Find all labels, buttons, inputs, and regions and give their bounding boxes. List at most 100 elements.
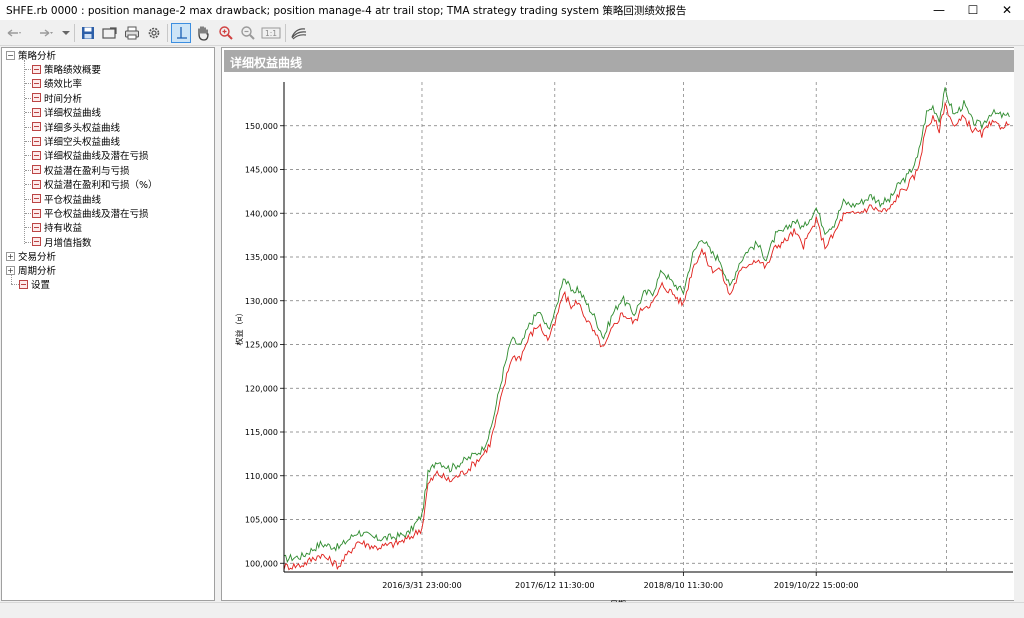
report-icon [32,93,41,103]
print-icon[interactable] [122,23,142,43]
tree-connector [11,274,12,284]
x-tick-label: 2019/10/22 15:00:00 [774,581,859,590]
tree-connector [11,284,19,285]
status-bar [0,602,1024,618]
chart-panel: 详细权益曲线 100,000 105,000 110,000 115,000 120,0… [221,47,1023,602]
x-axis-label: 日期 [610,600,626,602]
x-tick-label: 2017/6/12 11:30:00 [515,581,595,590]
crosshair-icon[interactable] [171,23,191,43]
plot-area [284,82,1013,572]
tree-item-3-label: 时间分析 [44,93,83,105]
vertical-scrollbar[interactable] [1014,47,1023,601]
toolbar-separator [167,24,168,42]
analysis-tree: − 策略分析策略绩效概要 绩效比率时间分析 详细权益曲线详细多头权益曲线 详细空头权益曲… [1,47,215,601]
tree-item-9-label: 权益潜在盈利和亏损（%） [44,180,158,192]
report-icon [32,179,41,189]
tree-connector [25,184,33,186]
tree-item-13-label: 月增值指数 [44,237,92,249]
tree-item-4[interactable]: 详细权益曲线 [32,105,101,119]
tree-item-8-label: 权益潜在盈利与亏损 [44,165,130,177]
close-button[interactable]: ✕ [1001,3,1013,17]
report-icon [32,78,41,88]
report-icon [32,150,41,160]
tree-item-12[interactable]: 持有收益 [32,220,82,234]
y-tick-label: 140,000 [245,209,278,218]
tree-node-period-analysis[interactable]: + 周期分析 [6,263,56,277]
equity-curve-chart: 100,000 105,000 110,000 115,000 120,000 125,0… [234,82,1013,602]
tree-node-period-analysis-label: 周期分析 [18,266,57,277]
save-icon[interactable] [78,23,98,43]
report-icon [32,208,41,218]
expand-toggle-icon[interactable]: + [6,265,15,275]
toolbar-separator [285,24,286,42]
tree-node-settings[interactable]: 设置 [19,277,50,291]
back-arrow-icon[interactable] [4,23,24,43]
report-icon [32,122,41,132]
tree-item-8[interactable]: 权益潜在盈利与亏损 [32,163,130,177]
pan-hand-icon[interactable] [193,23,213,43]
tree-item-10-label: 平仓权益曲线 [44,194,102,206]
report-icon [32,237,41,247]
y-tick-label: 120,000 [245,384,278,393]
tree-item-2[interactable]: 绩效比率 [32,76,82,90]
equity-low-line [283,101,1010,571]
tree-item-13[interactable]: 月增值指数 [32,235,92,249]
zoom-out-icon[interactable] [238,23,258,43]
dropdown-icon[interactable] [60,23,72,43]
report-icon [32,107,41,117]
tree-item-1-label: 策略绩效概要 [44,65,102,76]
tree-connector [25,198,33,200]
y-tick-label: 100,000 [245,559,278,568]
chart-style-icon[interactable] [289,23,309,43]
tree-node-strategy-analysis-label: 策略分析 [18,51,57,62]
tree-item-5-label: 详细多头权益曲线 [44,122,121,134]
tree-item-7[interactable]: 详细权益曲线及潜在亏损 [32,148,149,162]
equity-high-line [283,87,1010,563]
tree-connector [25,97,33,99]
tree-connector [25,213,33,214]
tree-node-trade-analysis[interactable]: + 交易分析 [6,249,56,263]
tree-item-6-label: 详细空头权益曲线 [44,137,121,148]
tree-connector [25,241,33,243]
y-tick-label: 110,000 [245,472,278,481]
tree-item-3[interactable]: 时间分析 [32,91,82,105]
tree-item-11-label: 平仓权益曲线及潜在亏损 [44,209,149,220]
y-tick-label: 105,000 [245,516,278,525]
title-bar: SHFE.rb 0000 : position manage-2 max dra… [0,0,1024,20]
minimize-button[interactable]: — [933,3,945,17]
tree-connector [25,227,33,229]
tree-connector [25,83,33,85]
toolbar: 1:1 [0,20,1024,46]
tree-node-strategy-analysis[interactable]: − 策略分析 [6,48,56,62]
toolbar-separator [74,24,75,42]
tree-item-1[interactable]: 策略绩效概要 [32,62,101,76]
report-icon [32,194,41,204]
tree-item-6[interactable]: 详细空头权益曲线 [32,134,120,148]
tree-item-5[interactable]: 详细多头权益曲线 [32,120,120,134]
tree-node-settings-label: 设置 [31,280,51,291]
tree-connector [24,60,25,244]
tree-item-11[interactable]: 平仓权益曲线及潜在亏损 [32,206,149,220]
y-tick-label: 145,000 [245,166,278,175]
tree-connector [25,126,33,128]
expand-toggle-icon[interactable]: + [6,251,15,261]
tree-item-2-label: 绩效比率 [44,79,83,91]
tree-connector [25,112,33,114]
tree-connector [25,155,33,157]
y-tick-label: 135,000 [245,253,278,262]
export-icon[interactable] [100,23,120,43]
forward-arrow-icon[interactable] [36,23,56,43]
tree-node-trade-analysis-label: 交易分析 [18,252,57,263]
settings-gear-icon[interactable] [144,23,164,43]
zoom-fit-icon[interactable]: 1:1 [260,23,282,43]
tree-item-9[interactable]: 权益潜在盈利和亏损（%） [32,177,158,191]
report-icon [32,165,41,175]
tree-connector [25,169,33,171]
zoom-in-icon[interactable] [216,23,236,43]
tree-connector [25,141,33,142]
collapse-toggle-icon[interactable]: − [6,50,15,60]
report-icon [32,64,41,74]
tree-item-10[interactable]: 平仓权益曲线 [32,192,101,206]
maximize-button[interactable]: ☐ [967,3,979,17]
